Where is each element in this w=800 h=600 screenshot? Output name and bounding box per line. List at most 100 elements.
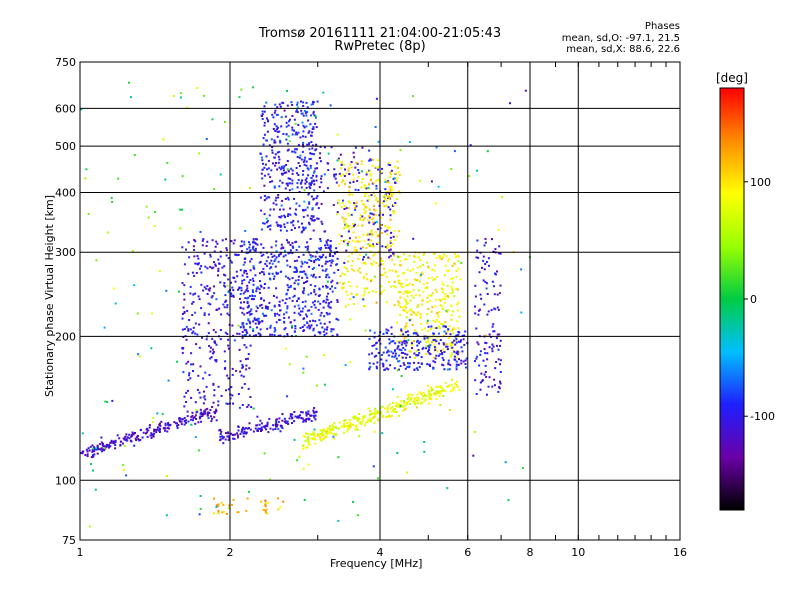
echo-point <box>321 438 324 441</box>
echo-point <box>245 270 247 272</box>
echo-point <box>349 163 352 166</box>
echo-point <box>390 169 393 172</box>
echo-point <box>428 390 431 393</box>
echo-point <box>248 422 251 425</box>
echo-point <box>402 409 405 412</box>
echo-point <box>355 205 358 208</box>
echo-point <box>414 256 417 259</box>
echo-point <box>302 144 304 146</box>
echo-point <box>270 138 273 141</box>
echo-point <box>187 329 190 332</box>
x-tick-label: 1 <box>77 546 84 559</box>
echo-point <box>226 402 229 405</box>
echo-point <box>374 407 377 410</box>
echo-point <box>283 328 286 331</box>
echo-point <box>430 294 433 297</box>
echo-point <box>437 185 440 188</box>
echo-point <box>182 336 185 338</box>
echo-point <box>380 171 383 174</box>
echo-point <box>354 236 357 239</box>
echo-point <box>85 168 88 171</box>
echo-point <box>282 255 285 258</box>
echo-point <box>188 374 190 377</box>
echo-point <box>234 253 237 256</box>
echo-point <box>227 291 230 293</box>
echo-point <box>227 338 230 341</box>
echo-point <box>444 298 446 301</box>
echo-point <box>185 419 188 422</box>
echo-point <box>321 255 324 258</box>
echo-point <box>269 278 272 281</box>
echo-point <box>403 304 406 307</box>
echo-point <box>217 510 220 512</box>
echo-point <box>301 290 304 293</box>
echo-point <box>474 295 477 298</box>
echo-point <box>420 273 422 276</box>
echo-point <box>275 240 278 243</box>
echo-point <box>302 444 305 447</box>
echo-point <box>223 265 226 268</box>
echo-point <box>295 167 298 169</box>
echo-point <box>444 381 447 384</box>
echo-point <box>231 286 234 289</box>
echo-point <box>450 304 453 307</box>
echo-point <box>289 118 291 121</box>
echo-point <box>252 329 255 332</box>
echo-point <box>306 143 309 146</box>
echo-point <box>362 219 365 221</box>
echo-point <box>262 267 265 270</box>
echo-point <box>207 302 210 305</box>
echo-point <box>273 185 276 188</box>
echo-point <box>186 309 189 312</box>
echo-point <box>164 422 167 425</box>
echo-point <box>398 403 401 406</box>
echo-point <box>213 416 216 419</box>
echo-point <box>286 420 289 423</box>
echo-point <box>319 429 322 432</box>
echo-point <box>402 346 405 349</box>
echo-point <box>308 201 311 204</box>
echo-point <box>354 240 357 243</box>
echo-point <box>309 187 312 190</box>
echo-point <box>262 162 264 165</box>
echo-point <box>372 181 375 184</box>
echo-point <box>249 269 252 272</box>
echo-point <box>445 343 448 346</box>
echo-point <box>369 410 372 412</box>
echo-point <box>355 294 358 297</box>
echo-point <box>454 256 457 259</box>
echo-point <box>286 149 289 152</box>
echo-point <box>363 414 366 417</box>
echo-point <box>187 241 190 244</box>
echo-point <box>286 104 289 107</box>
echo-point <box>273 275 276 278</box>
echo-point <box>411 393 414 396</box>
echo-point <box>148 424 151 427</box>
echo-point <box>375 231 377 234</box>
echo-point <box>451 343 454 346</box>
echo-point <box>349 423 352 426</box>
echo-point <box>312 275 315 278</box>
echo-point <box>383 289 386 292</box>
echo-point <box>293 420 296 423</box>
echo-point <box>195 411 198 414</box>
echo-point <box>360 421 363 424</box>
echo-point <box>225 247 228 250</box>
echo-point <box>291 150 294 153</box>
echo-point <box>262 508 265 511</box>
echo-point <box>297 174 300 176</box>
echo-point <box>114 441 117 444</box>
echo-point <box>384 407 387 410</box>
echo-point <box>368 159 371 162</box>
echo-point <box>438 298 441 301</box>
echo-point <box>285 125 288 128</box>
echo-point <box>350 292 353 295</box>
echo-point <box>380 412 383 415</box>
echo-point <box>328 425 331 428</box>
echo-point <box>209 409 212 411</box>
echo-point <box>334 287 337 290</box>
echo-point <box>390 332 393 335</box>
echo-point <box>492 323 495 326</box>
echo-point <box>309 254 312 257</box>
echo-point <box>286 160 289 162</box>
